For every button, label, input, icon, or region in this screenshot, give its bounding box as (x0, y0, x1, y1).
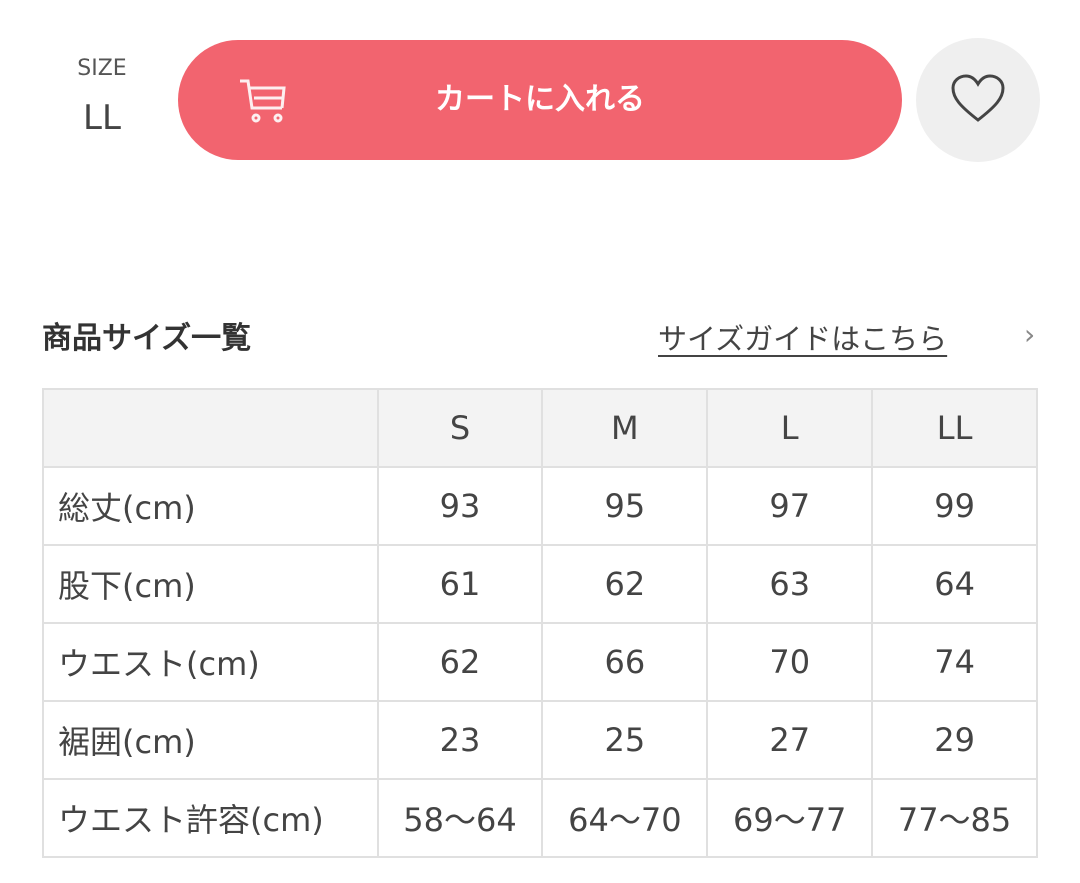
table-cell: 64 (871, 544, 1038, 624)
row-label: 股下(cm) (42, 544, 379, 624)
table-cell: 95 (541, 466, 709, 546)
table-cell: 62 (541, 544, 709, 624)
column-header: S (376, 388, 544, 468)
column-header: LL (871, 388, 1038, 468)
table-row: 股下(cm) 61 62 63 64 (42, 544, 1038, 624)
cart-icon (240, 79, 286, 123)
chevron-right-icon[interactable]: › (1024, 318, 1036, 351)
row-label: ウエスト(cm) (42, 622, 379, 702)
table-cell: 61 (376, 544, 544, 624)
table-cell: 93 (376, 466, 544, 546)
table-cell: 23 (376, 700, 544, 780)
row-label: 総丈(cm) (42, 466, 379, 546)
row-label: ウエスト許容(cm) (42, 778, 379, 858)
heart-icon (951, 74, 1005, 122)
table-cell: 70 (706, 622, 874, 702)
table-row: ウエスト許容(cm) 58〜64 64〜70 69〜77 77〜85 (42, 778, 1038, 858)
row-label: 裾囲(cm) (42, 700, 379, 780)
column-header: M (541, 388, 709, 468)
table-row: 裾囲(cm) 23 25 27 29 (42, 700, 1038, 780)
selected-size[interactable]: LL (83, 98, 121, 138)
size-guide-link[interactable]: サイズガイドはこちら (658, 322, 948, 356)
add-to-cart-button[interactable]: カートに入れる (178, 40, 902, 160)
table-cell: 64〜70 (541, 778, 709, 858)
table-row: ウエスト(cm) 62 66 70 74 (42, 622, 1038, 702)
size-table: S M L LL 総丈(cm) 93 95 97 99 股下(cm) 61 62… (42, 388, 1038, 858)
table-cell: 69〜77 (706, 778, 874, 858)
table-cell: 62 (376, 622, 544, 702)
table-cell: 58〜64 (376, 778, 544, 858)
table-cell: 25 (541, 700, 709, 780)
table-header-row: S M L LL (42, 388, 1038, 468)
table-cell: 27 (706, 700, 874, 780)
table-cell: 77〜85 (871, 778, 1038, 858)
add-to-cart-label: カートに入れる (435, 83, 645, 116)
table-cell: 97 (706, 466, 874, 546)
table-cell: 99 (871, 466, 1038, 546)
table-cell: 66 (541, 622, 709, 702)
favorite-button[interactable] (916, 38, 1040, 162)
size-table-title: 商品サイズ一覧 (42, 321, 252, 356)
size-label: SIZE (77, 56, 127, 81)
table-cell: 63 (706, 544, 874, 624)
column-header: L (706, 388, 874, 468)
header-corner-cell (42, 388, 379, 468)
table-cell: 74 (871, 622, 1038, 702)
table-cell: 29 (871, 700, 1038, 780)
table-row: 総丈(cm) 93 95 97 99 (42, 466, 1038, 546)
